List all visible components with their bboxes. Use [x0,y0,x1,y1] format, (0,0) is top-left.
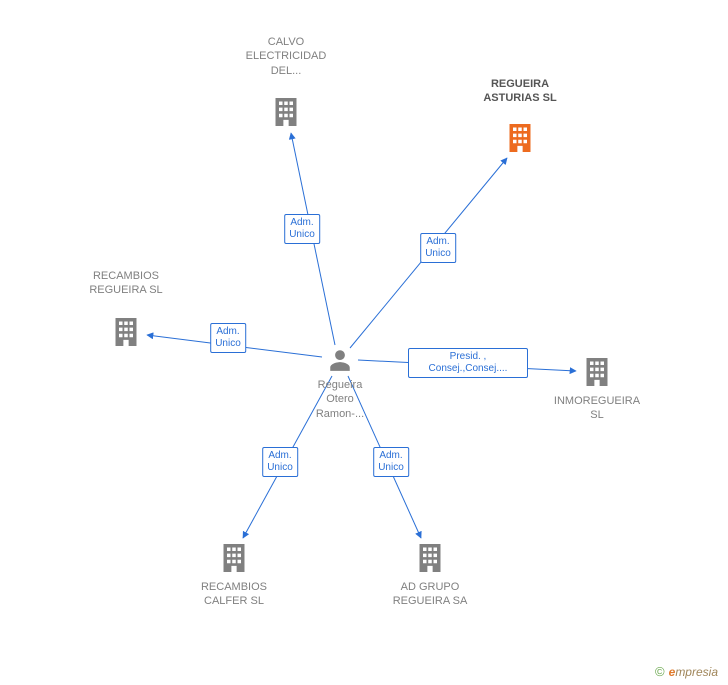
building-icon [506,122,534,154]
copyright-symbol: © [655,664,665,679]
company-node-label: AD GRUPOREGUEIRA SA [380,580,480,609]
edge-label: Adm.Unico [210,323,246,353]
edge-label: Adm.Unico [284,214,320,244]
building-icon [272,96,300,128]
company-node-label: REGUEIRAASTURIAS SL [470,77,570,106]
building-icon [220,542,248,574]
building-icon [583,356,611,388]
building-icon [112,316,140,348]
building-icon [416,542,444,574]
edges-layer [0,0,728,685]
company-node-label: CALVOELECTRICIDADDEL... [236,35,336,78]
person-icon [327,346,353,374]
edge-label: Adm.Unico [420,233,456,263]
edge-label: Adm.Unico [262,447,298,477]
edge-label: Adm.Unico [373,447,409,477]
edge-label: Presid. ,Consej.,Consej.... [408,348,528,378]
center-node-label: RegueiraOteroRamon-... [300,378,380,421]
company-node-label: RECAMBIOSREGUEIRA SL [76,269,176,298]
watermark: © empresia [655,664,718,679]
company-node-label: INMOREGUEIRA SL [547,394,647,423]
diagram-canvas: RegueiraOteroRamon-... CALVOELECTRICIDAD… [0,0,728,685]
brand-rest: mpresia [675,665,718,679]
company-node-label: RECAMBIOSCALFER SL [184,580,284,609]
